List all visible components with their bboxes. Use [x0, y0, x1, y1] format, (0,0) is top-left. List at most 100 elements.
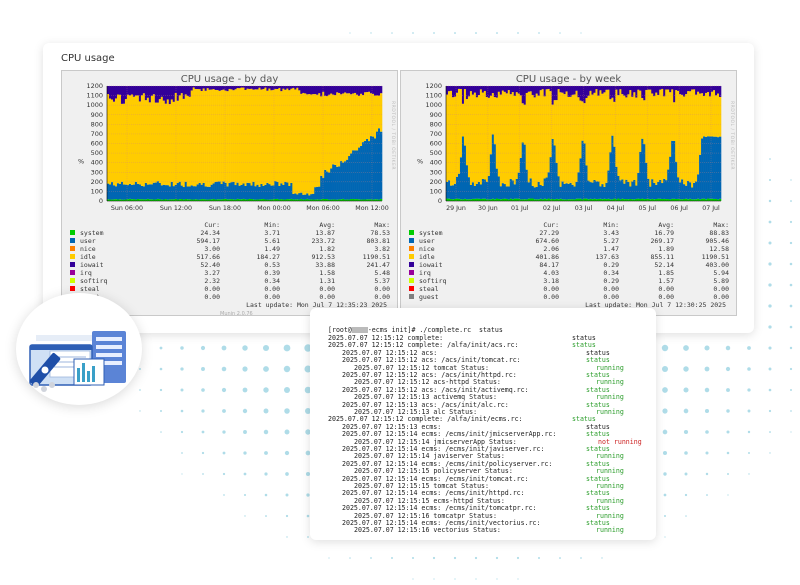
- legend-cur: 52.40: [200, 261, 220, 269]
- terminal-status: status: [586, 371, 610, 379]
- y-axis-label: %: [417, 158, 423, 166]
- y-tick-label: 500: [91, 149, 103, 157]
- legend-min: 137.63: [595, 253, 619, 261]
- terminal-line: 2025.07.07 12:15:13 ecms:: [342, 422, 442, 431]
- x-tick-label: Mon 06:00: [306, 205, 339, 212]
- terminal-prompt: [root@ -ecms init]# ./complete.rc status: [328, 326, 503, 334]
- legend-min: 5.27: [603, 237, 619, 245]
- terminal-line: 2025.07.07 12:15:16 vectorius Status:: [354, 526, 501, 535]
- server-dashboard-illustration-icon: [16, 293, 142, 405]
- legend-swatch: [409, 246, 414, 251]
- last-update-week: Last update: Mon Jul 7 12:30:25 2025: [585, 301, 726, 309]
- legend-max: 905.46: [705, 237, 729, 245]
- y-tick-label: 200: [430, 178, 442, 186]
- rrdtool-label: RRDTOOL / TOBI OETIKER: [729, 101, 734, 170]
- legend-row-idle: idle 517.66 184.27 912.53 1190.51: [70, 253, 390, 261]
- legend-cur: 3.27: [204, 269, 220, 277]
- legend-swatch: [70, 262, 75, 267]
- legend-name: system: [419, 229, 443, 237]
- legend-min: 0.00: [264, 285, 280, 293]
- terminal-line: 2025.07.07 12:15:14 ecms: /ecms/init/jav…: [342, 445, 545, 453]
- legend-avg: 1.58: [319, 269, 335, 277]
- legend-avg: 0.00: [319, 285, 335, 293]
- terminal-status: status: [586, 430, 610, 439]
- legend-max: 0.00: [374, 293, 390, 301]
- legend-header: Cur: Min: Avg: Max:: [543, 221, 729, 229]
- x-tick-label: 05 Jul: [638, 205, 656, 212]
- x-tick-label: Sun 12:00: [160, 205, 192, 212]
- terminal-status: status: [586, 474, 610, 483]
- cpu-usage-panel: CPU usage 0 100 200 300 400 500 600 700 800 900 10…: [43, 43, 754, 333]
- terminal-line: 2025.07.07 12:15:12 complete: /alfa/init…: [328, 415, 523, 424]
- terminal-line: 2025.07.07 12:15:13 acs: /acs/init/alc.r…: [342, 400, 509, 409]
- terminal-status: status: [586, 400, 610, 409]
- terminal-line: 2025.07.07 12:15:12 acs-httpd Status:: [354, 378, 501, 387]
- terminal-line: 2025.07.07 12:15:12 acs: /acs/init/tomca…: [342, 356, 521, 365]
- legend-avg: 52.14: [654, 261, 674, 269]
- legend-avg: 912.53: [311, 253, 335, 261]
- legend-name: guest: [419, 293, 439, 301]
- legend-avg: 1.82: [319, 245, 335, 253]
- terminal-status: status: [572, 415, 596, 424]
- legend-max: 3.82: [374, 245, 390, 253]
- legend-swatch: [70, 270, 75, 275]
- chart-title-day: CPU usage - by day: [180, 74, 279, 85]
- legend-cur: 2.32: [204, 277, 220, 285]
- x-tick-label: Mon 12:00: [355, 205, 388, 212]
- cpu-usage-week-chart: 0 100 200 300 400 500 600 700 800 900 1000 1100 1200…: [400, 70, 737, 316]
- legend-max: 5.48: [374, 269, 390, 277]
- legend-row-nice: nice 2.06 1.47 1.89 12.58: [409, 245, 729, 253]
- terminal-status: status: [586, 459, 610, 468]
- legend-swatch: [409, 262, 414, 267]
- terminal-line: 2025.07.07 12:15:14 ecms: /ecms/init/tom…: [342, 474, 529, 483]
- cpu-usage-day-chart: 0 100 200 300 400 500 600 700 800 900 1000 1100 1200…: [61, 70, 398, 317]
- legend-swatch: [409, 238, 414, 243]
- legend-min: 0.53: [264, 261, 280, 269]
- y-tick-label: 1000: [86, 101, 103, 109]
- legend-name: nice: [419, 245, 435, 253]
- legend-avg: 855.11: [650, 253, 674, 261]
- terminal-line: 2025.07.07 12:15:12 complete: /alfa/init…: [328, 341, 519, 350]
- legend-swatch: [409, 286, 414, 291]
- legend-avg: 0.00: [658, 285, 674, 293]
- legend-cur: 0.00: [543, 285, 559, 293]
- legend-cur: 517.66: [196, 253, 220, 261]
- legend-cur: 0.00: [204, 285, 220, 293]
- legend-avg: 33.88: [315, 261, 335, 269]
- terminal-status: running: [596, 452, 624, 461]
- legend-min: 0.00: [603, 293, 619, 301]
- legend-cur: 0.00: [204, 293, 220, 301]
- terminal-status: running: [596, 393, 624, 402]
- terminal-line: 2025.07.07 12:15:14 jmicserverApp Status…: [354, 437, 517, 446]
- legend-max: 0.00: [713, 293, 729, 301]
- terminal-line: 2025.07.07 12:15:12 acs: /acs/init/activ…: [342, 385, 529, 394]
- terminal-line: 2025.07.07 12:15:12 acs: /acs/init/httpd…: [342, 371, 517, 379]
- y-tick-label: 700: [430, 130, 442, 138]
- legend-name: softirq: [419, 277, 447, 285]
- x-tick-label: 02 Jul: [543, 205, 561, 212]
- legend-swatch: [70, 254, 75, 259]
- x-tick-label: 04 Jul: [607, 205, 625, 212]
- terminal-line: 2025.07.07 12:15:14 ecms: /ecms/init/vec…: [342, 519, 541, 527]
- legend-avg: 233.72: [311, 237, 335, 245]
- y-tick-label: 800: [91, 120, 103, 128]
- legend-max: 5.94: [713, 269, 729, 277]
- legend-min: 5.61: [264, 237, 280, 245]
- y-tick-label: 0: [99, 197, 103, 205]
- terminal-line: 2025.07.07 12:15:13 alc Status:: [354, 408, 478, 416]
- legend-max: 5.37: [374, 277, 390, 285]
- terminal-status: status: [586, 504, 610, 513]
- terminal-line: 2025.07.07 12:15:15 ecms-httpd Status:: [354, 496, 505, 505]
- terminal-status: status: [586, 422, 610, 431]
- legend-name: irq: [80, 269, 92, 277]
- legend-row-softirq: softirq 3.18 0.29 1.57 5.89: [409, 277, 729, 285]
- terminal-line: 2025.07.07 12:15:16 tomcatpr Status:: [354, 511, 497, 520]
- y-tick-label: 300: [91, 168, 103, 176]
- y-tick-label: 400: [430, 159, 442, 167]
- legend-avg: 16.79: [654, 229, 674, 237]
- terminal-line: 2025.07.07 12:15:14 ecms: /ecms/init/tom…: [342, 504, 537, 513]
- panel-title: CPU usage: [61, 53, 115, 64]
- x-tick-label: 30 Jun: [478, 205, 498, 212]
